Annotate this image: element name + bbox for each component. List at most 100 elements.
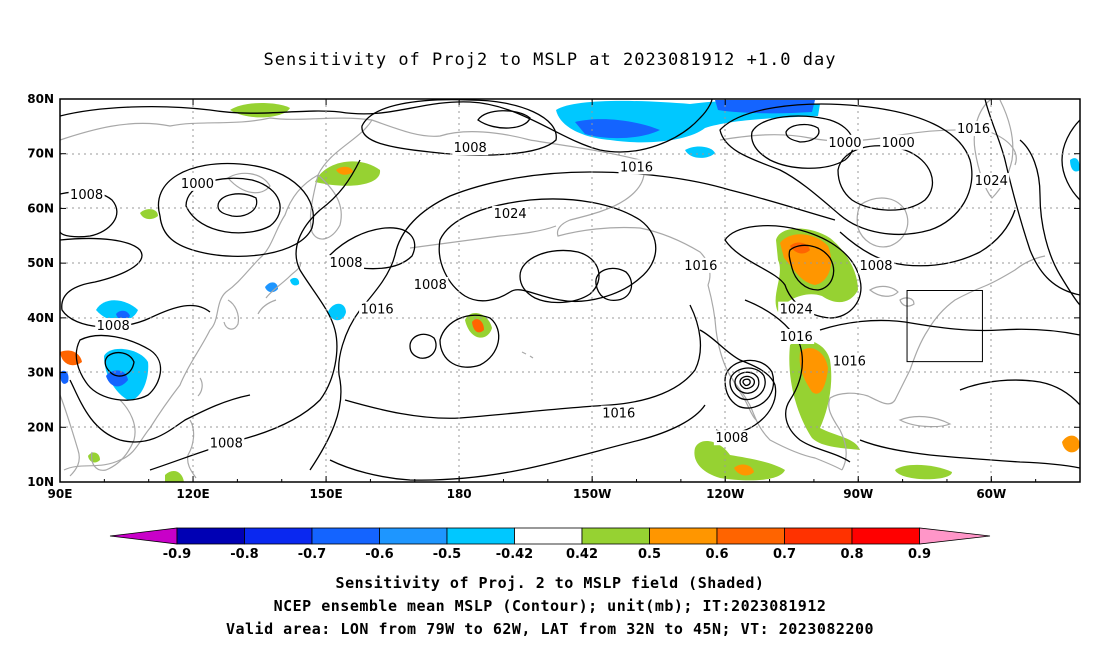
contour-pac-south-1016 [344,304,702,419]
contour-label-bg [452,140,489,156]
colorbar-segment [379,527,448,545]
sensitivity-shading [60,100,1080,482]
contour-label: 1000 [828,136,861,151]
contour-label-bg [359,301,396,317]
coast-okhotsk [227,172,271,194]
contour-label: 1008 [70,188,103,203]
contour-label-bg [208,435,245,451]
contour-label: 1008 [454,141,487,156]
caption-line-2: NCEP ensemble mean MSLP (Contour); unit(… [273,597,827,615]
coast-cuba [898,415,952,428]
coast-baja [727,371,757,421]
colorbar-label: 0.8 [840,547,863,562]
contour-label-bg [600,405,637,421]
colorbar-segment [176,527,245,545]
coast-arctic-asia [60,117,531,141]
colorbar-label: -0.42 [496,547,533,562]
contour-label: 1016 [833,355,866,370]
coast-na-west [707,284,843,471]
contour-label: 1000 [882,136,915,151]
contour-label: 1024 [780,303,813,318]
contour-label: 1008 [210,437,243,452]
colorbar-segment [514,527,583,545]
contour-label-bg [179,175,216,191]
contour-pac-trop [329,404,706,481]
shade-arctic-small [685,146,715,158]
valid-area-box [906,290,983,363]
coast-india [60,394,80,477]
shade-caribbean-green [895,464,952,480]
contour-label: 1016 [620,160,653,175]
contour-pac-1016 [309,171,836,471]
shade-mexico-green [694,440,785,481]
colorbar-label: -0.5 [433,547,461,562]
contour-siberia-low-outer [157,162,314,257]
x-tick-label: 150E [309,487,342,501]
contour-label-bg [492,205,529,221]
contour-label: 1016 [602,407,635,422]
colorbar-label: -0.9 [163,547,191,562]
contour-label: 1000 [181,177,214,192]
plot-frame [59,98,1081,483]
caption-line-1: Sensitivity of Proj. 2 to MSLP field (Sh… [335,574,765,592]
contour-label-bg [973,173,1010,189]
shade-kamchatka-orange [336,166,353,175]
colorbar-label: -0.7 [298,547,326,562]
contour-na-1016 [744,299,851,463]
contour-label: 1008 [329,256,362,271]
colorbar-label: 0.5 [638,547,661,562]
y-tick-label: 60N [27,201,54,215]
contour-label-bg [778,301,815,317]
shade-atlantic-blue [1070,158,1080,172]
coast-hawaii [521,351,534,359]
shade-japan-blue-2 [290,277,300,286]
contour-label-bg [858,257,894,273]
shade-asia-green-small [140,209,158,220]
contour-siberia-low-inner [217,193,258,217]
shade-atlantic-orange [1062,435,1080,453]
x-tick-label: 180 [447,487,472,501]
colorbar-segment [581,527,650,545]
coast-na-east [909,255,1046,371]
shade-siberia-green [230,103,290,118]
contour-atlantic-south [959,379,1080,406]
contour-label: 1016 [684,259,717,274]
x-tick-label: 150W [573,487,611,501]
contour-label: 1008 [715,431,748,446]
contour-caribbean [859,439,1080,469]
colorbar-over-arrow [919,527,991,545]
contour-na-high [724,225,862,319]
contour-ep-low-3 [739,375,755,390]
colorbar [109,527,991,545]
axis-ticks [59,98,1081,483]
colorbar-label: -0.6 [365,547,393,562]
shade-gulf-orange [799,348,828,394]
coast-aleutians [409,225,557,249]
colorbar-label: -0.8 [230,547,258,562]
colorbar-label: 0.7 [773,547,796,562]
contour-label-bg [826,134,863,150]
colorbar-label: 0.42 [566,547,598,562]
contour-label: 1024 [494,207,527,222]
contour-arctic-low-inner [477,110,531,129]
y-tick-label: 40N [27,311,54,325]
contour-label-bg [95,318,132,334]
coast-great-lakes [868,285,915,307]
colorbar-labels: -0.9 -0.8 -0.7 -0.6 -0.5 -0.42 0.42 0.5 0.6 0.7 0.… [163,547,931,562]
y-axis-tick-labels: 80N 70N 60N 50N 40N 30N 20N 10N [27,92,54,489]
contour-pac-1024 [438,198,657,303]
caption-line-3: Valid area: LON from 79W to 62W, LAT fro… [225,620,875,638]
contour-label-bg [955,121,992,137]
contour-canada-low-outer [719,103,973,236]
colorbar-under-arrow [109,527,178,545]
y-tick-label: 30N [27,366,54,380]
contour-arctic-low [361,99,557,156]
shade-pacific-blue [328,303,346,321]
x-axis-tick-labels: 90E 120E 150E 180 150W 120W 90W 60W [48,487,1007,501]
contour-china-inner [104,351,135,377]
colorbar-label: 0.6 [705,547,728,562]
coast-korea [223,299,240,330]
contour-asia-1008 [60,237,211,328]
contour-ep-1008 [699,329,777,434]
contour-na-high-inner [788,244,835,291]
